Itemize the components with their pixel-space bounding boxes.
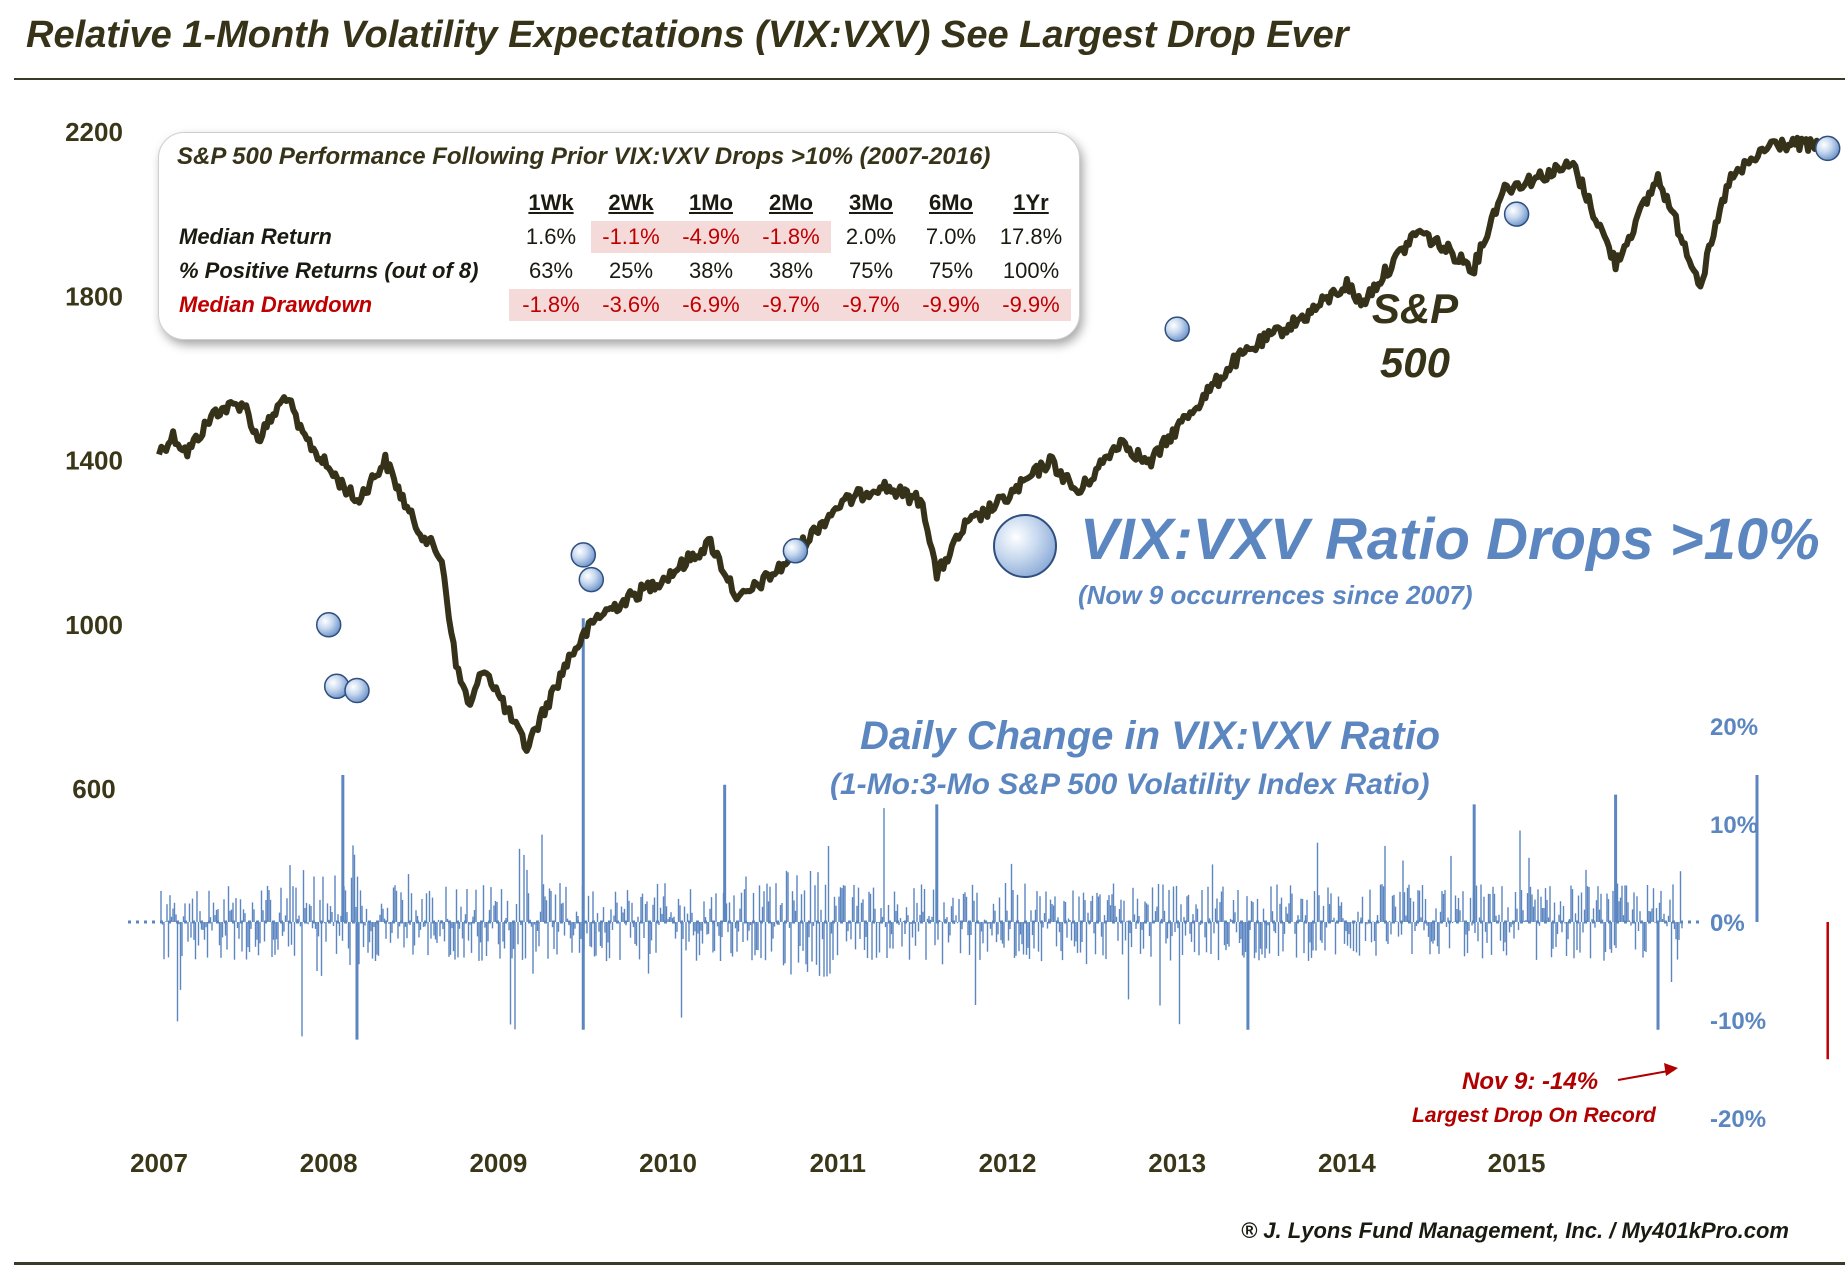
- chart-title: Relative 1-Month Volatility Expectations…: [26, 14, 1349, 56]
- annotation-label: Nov 9: -14%: [1462, 1068, 1599, 1095]
- table-cell: 25%: [608, 258, 654, 283]
- x-axis: 2007 2008 2009 2010 2011 2012 2013 2014 2015: [130, 1148, 1545, 1178]
- left-tick-label: 1800: [65, 281, 123, 311]
- left-axis: 2200 1800 1400 1000 600: [65, 117, 123, 804]
- drop-event-marker: [782, 538, 809, 564]
- table-cell: -4.9%: [671, 221, 751, 253]
- stats-row-median-drawdown: Median Drawdown -1.8% -3.6% -6.9% -9.7% …: [169, 289, 1071, 321]
- table-cell: 100%: [1002, 258, 1060, 283]
- annotation-sublabel: Largest Drop On Record: [1412, 1104, 1656, 1127]
- table-cell: -1.8%: [751, 221, 831, 253]
- x-tick-label: 2013: [1148, 1148, 1206, 1178]
- drop-event-marker: [1814, 135, 1841, 162]
- table-cell: 38%: [688, 258, 734, 283]
- left-tick-label: 600: [72, 774, 115, 804]
- drop-event-marker: [570, 542, 597, 568]
- drop-events: [315, 135, 1841, 704]
- stats-row-positive-returns: % Positive Returns (out of 8) 63% 25% 38…: [169, 255, 1069, 287]
- x-tick-label: 2015: [1488, 1148, 1546, 1178]
- stats-row-median-return: Median Return 1.6% -1.1% -4.9% -1.8% 2.0…: [169, 221, 1069, 253]
- stats-table: S&P 500 Performance Following Prior VIX:…: [158, 132, 1080, 340]
- right-tick-label: 0%: [1710, 910, 1745, 937]
- drop-event-marker: [1503, 201, 1530, 227]
- left-tick-label: 2200: [65, 117, 123, 147]
- table-cell: -9.7%: [751, 289, 831, 321]
- table-cell: 1.6%: [525, 224, 577, 249]
- table-cell: 2.0%: [845, 224, 897, 249]
- row-label: % Positive Returns (out of 8): [179, 258, 479, 283]
- table-cell: -1.1%: [591, 221, 671, 253]
- drop-event-marker: [344, 677, 370, 704]
- table-cell: 38%: [768, 258, 814, 283]
- table-cell: -9.9%: [991, 289, 1071, 321]
- table-cell: -1.8%: [511, 289, 591, 321]
- top-rule: [14, 78, 1845, 80]
- column-header: 3Mo: [849, 190, 893, 215]
- x-tick-label: 2010: [639, 1148, 697, 1178]
- column-header: 1Wk: [528, 190, 574, 215]
- table-cell: 63%: [528, 258, 574, 283]
- left-tick-label: 1400: [65, 446, 123, 476]
- x-tick-label: 2008: [300, 1148, 358, 1178]
- x-tick-label: 2014: [1318, 1148, 1376, 1178]
- x-tick-label: 2012: [979, 1148, 1037, 1178]
- vix-panel-subtitle: (1-Mo:3-Mo S&P 500 Volatility Index Rati…: [830, 768, 1430, 801]
- vix-panel-title: Daily Change in VIX:VXV Ratio: [860, 714, 1441, 758]
- x-tick-label: 2009: [469, 1148, 527, 1178]
- table-cell: 7.0%: [925, 224, 977, 249]
- drop-event-marker: [315, 612, 342, 638]
- drop-event-marker: [1164, 316, 1190, 342]
- right-tick-label: 20%: [1710, 714, 1758, 741]
- annotation-arrowhead: [1664, 1063, 1678, 1076]
- column-header: 1Mo: [689, 190, 733, 215]
- table-cell: -3.6%: [591, 289, 671, 321]
- legend-label: VIX:VXV Ratio Drops >10%: [1080, 507, 1820, 572]
- x-tick-label: 2011: [810, 1148, 866, 1178]
- table-cell: -6.9%: [671, 289, 751, 321]
- table-cell: 75%: [848, 258, 894, 283]
- row-label: Median Drawdown: [179, 292, 373, 317]
- table-cell: 17.8%: [999, 224, 1063, 249]
- table-cell: -9.7%: [831, 289, 911, 321]
- bottom-rule: [14, 1262, 1845, 1265]
- table-cell: -9.9%: [911, 289, 991, 321]
- drop-event-marker: [578, 566, 605, 593]
- stats-table-title: S&P 500 Performance Following Prior VIX:…: [177, 143, 991, 170]
- left-tick-label: 1000: [65, 610, 123, 640]
- stats-header-row: 1Wk 2Wk 1Mo 2Mo 3Mo 6Mo 1Yr: [169, 187, 1069, 219]
- vix-bars-series: [160, 618, 1829, 1060]
- right-tick-label: -10%: [1710, 1008, 1766, 1035]
- x-tick-label: 2007: [130, 1148, 188, 1178]
- row-label: Median Return: [179, 224, 332, 249]
- legend-marker: [993, 514, 1057, 578]
- annotation-arrow: [1617, 1069, 1675, 1081]
- right-tick-label: -20%: [1710, 1106, 1766, 1133]
- column-header: 2Wk: [608, 190, 654, 215]
- column-header: 2Mo: [769, 190, 813, 215]
- table-cell: 75%: [928, 258, 974, 283]
- right-axis: 20% 10% 0% -10% -20%: [1710, 714, 1766, 1133]
- sp500-series-label: S&P 500: [1371, 285, 1459, 386]
- copyright-notice: ® J. Lyons Fund Management, Inc. / My401…: [1240, 1218, 1789, 1243]
- sp500-line: [156, 134, 1830, 754]
- column-header: 1Yr: [1013, 190, 1049, 215]
- legend-subtitle: (Now 9 occurrences since 2007): [1078, 580, 1473, 610]
- right-tick-label: 10%: [1710, 812, 1758, 839]
- column-header: 6Mo: [929, 190, 973, 215]
